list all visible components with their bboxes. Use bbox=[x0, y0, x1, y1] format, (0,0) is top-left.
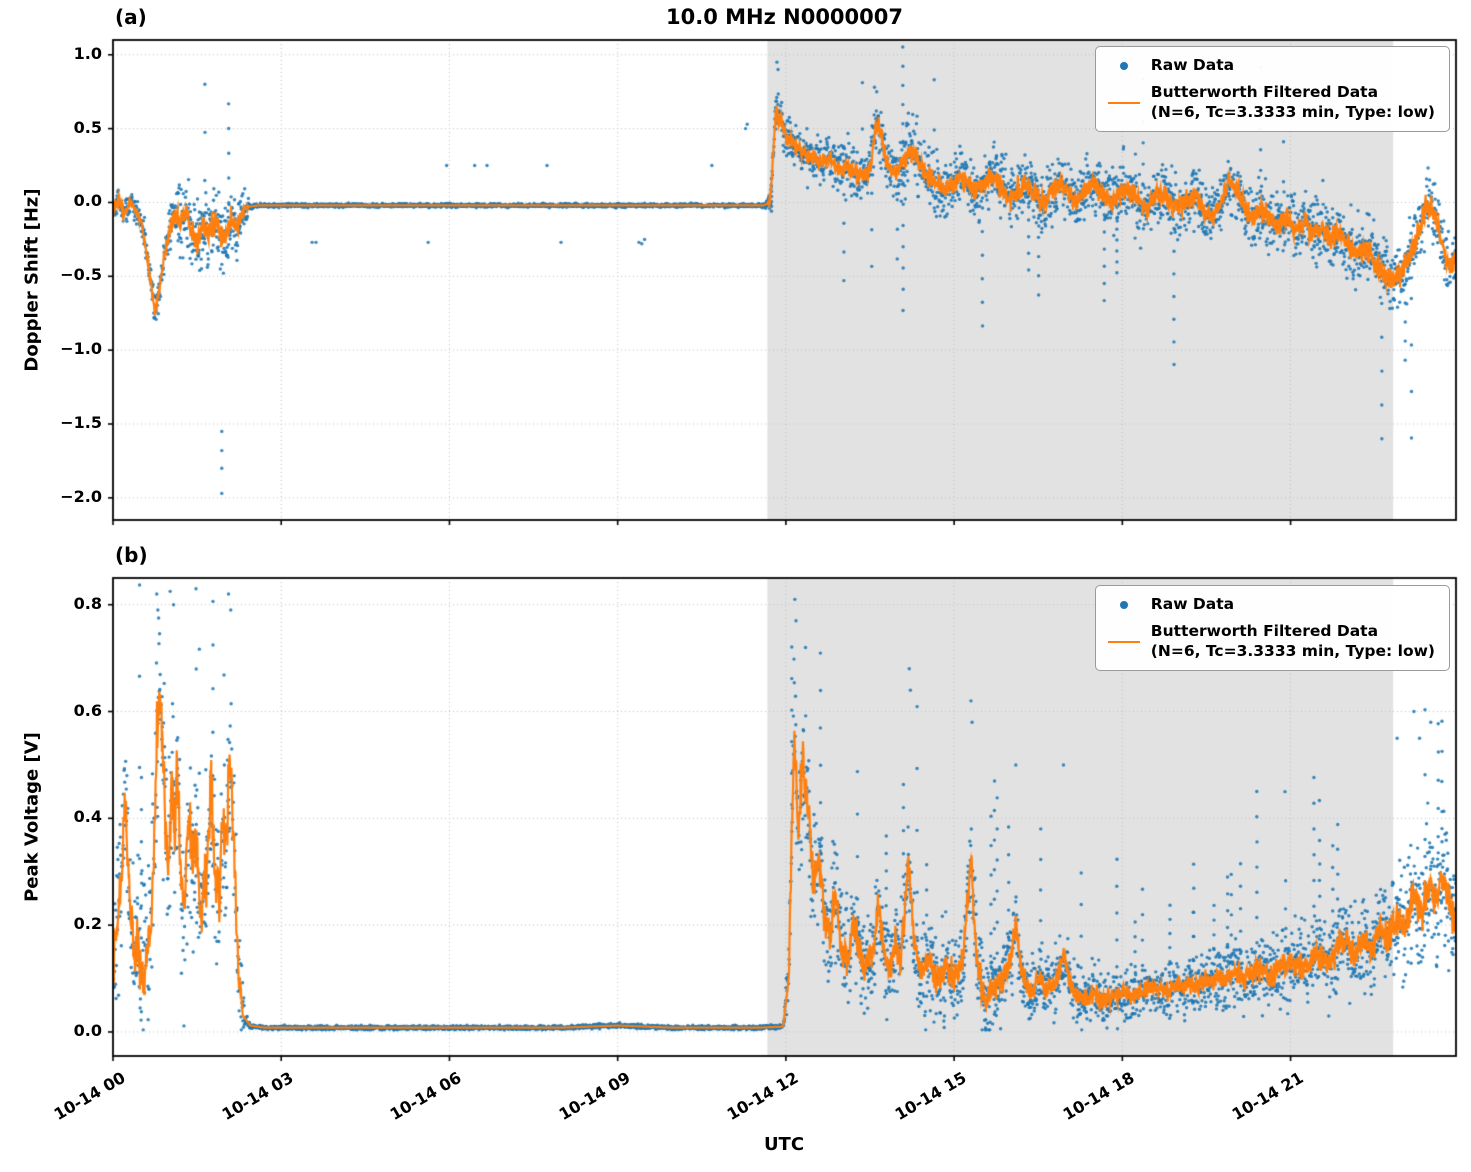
y-tick-label: 0.8 bbox=[73, 593, 102, 613]
raw-data-marker-icon bbox=[1119, 600, 1128, 609]
panel-a-label: (a) bbox=[115, 5, 147, 29]
legend-entry-raw: Raw Data bbox=[1106, 56, 1435, 76]
x-axis-label-utc: UTC bbox=[763, 1134, 805, 1155]
legend-filtered-label-line2: (N=6, Tc=3.3333 min, Type: low) bbox=[1150, 102, 1435, 121]
figure-title: 10.0 MHz N0000007 bbox=[666, 5, 903, 29]
legend-raw-label: Raw Data bbox=[1150, 595, 1235, 613]
y-tick-label: 1.0 bbox=[73, 43, 102, 63]
legend-filtered-label-line1: Butterworth Filtered Data bbox=[1150, 82, 1379, 101]
y-tick-label: −1.0 bbox=[60, 339, 102, 359]
filtered-line-marker-icon bbox=[1107, 101, 1140, 104]
legend-filtered-label-line1: Butterworth Filtered Data bbox=[1150, 621, 1379, 640]
y-tick-label: −2.0 bbox=[60, 486, 102, 506]
y-tick-label: 0.0 bbox=[73, 191, 102, 211]
panel-b-label: (b) bbox=[115, 543, 148, 567]
raw-data-marker-icon bbox=[1119, 61, 1128, 70]
legend-raw-label: Raw Data bbox=[1150, 56, 1235, 74]
legend-entry-filtered: Butterworth Filtered Data (N=6, Tc=3.333… bbox=[1106, 83, 1435, 123]
legend-panel-b: Raw Data Butterworth Filtered Data (N=6,… bbox=[1094, 585, 1450, 672]
filtered-line-marker-icon bbox=[1107, 640, 1140, 643]
y-tick-label: −1.5 bbox=[60, 413, 102, 432]
y-tick-label: 0.6 bbox=[73, 700, 102, 720]
y-tick-label: −0.5 bbox=[60, 265, 102, 285]
y-tick-label: 0.4 bbox=[73, 807, 102, 827]
legend-panel-a: Raw Data Butterworth Filtered Data (N=6,… bbox=[1094, 46, 1450, 133]
y-tick-label: 0.2 bbox=[73, 914, 102, 934]
legend-filtered-label-line2: (N=6, Tc=3.3333 min, Type: low) bbox=[1150, 641, 1435, 660]
y-tick-label: 0.0 bbox=[73, 1020, 102, 1040]
legend-entry-raw: Raw Data bbox=[1106, 595, 1435, 615]
y-tick-label: 0.5 bbox=[73, 117, 102, 137]
legend-entry-filtered: Butterworth Filtered Data (N=6, Tc=3.333… bbox=[1106, 622, 1435, 662]
